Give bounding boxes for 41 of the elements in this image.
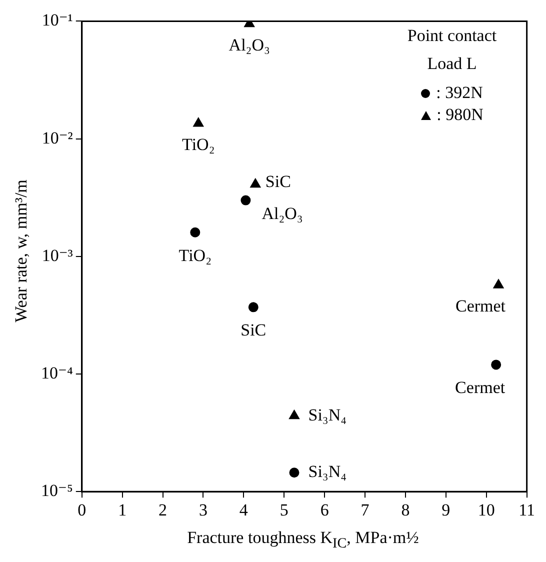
point xyxy=(190,227,200,238)
y-tick-label: 10⁻⁵ xyxy=(40,481,73,500)
x-tick-label: 11 xyxy=(518,500,536,520)
annotation: Si₃N₄ xyxy=(308,405,347,424)
annotation: Cermet xyxy=(455,296,506,316)
x-axis-title: Fracture toughness K$_{IC}$, MPa·m½ xyxy=(186,528,420,552)
y-tick-label: 10⁻³ xyxy=(42,246,73,265)
x-tick-label: 7 xyxy=(360,500,370,520)
annotation: SiC xyxy=(240,320,266,340)
point xyxy=(289,468,300,478)
y-axis-title: Wear rate, w, mm³/m xyxy=(11,180,31,322)
annotation: Si₃N₄ xyxy=(308,462,347,482)
x-tick-label: 6 xyxy=(320,500,329,520)
y-tick-label: 10⁻⁴ xyxy=(40,363,73,382)
legend-label: : 980N xyxy=(436,104,484,126)
point xyxy=(240,195,251,206)
x-tick-label: 2 xyxy=(158,500,168,520)
x-tick-label: 9 xyxy=(442,500,450,520)
legend-title: Point contact Load L xyxy=(406,25,498,75)
x-tick-label: 1 xyxy=(118,500,127,520)
x-tick-label: 10 xyxy=(478,500,495,520)
x-tick-label: 5 xyxy=(280,500,288,520)
point xyxy=(193,117,204,127)
annotation: Al₂O₃ xyxy=(228,35,270,54)
point xyxy=(288,410,300,420)
annotation: Cermet xyxy=(455,378,506,398)
x-tick-label: 4 xyxy=(239,500,248,520)
annotation: TiO₂ xyxy=(182,134,215,154)
y-tick-label: 10⁻¹ xyxy=(42,10,73,30)
y-tick-label: 10⁻² xyxy=(42,128,73,148)
x-tick-label: 3 xyxy=(198,500,208,520)
point xyxy=(491,360,502,370)
legend-label: : 392N xyxy=(436,82,483,104)
x-tick-label: 0 xyxy=(78,500,86,520)
x-tick-label: 8 xyxy=(401,500,410,520)
point xyxy=(248,302,258,312)
annotation: SiC xyxy=(265,172,291,191)
point xyxy=(493,279,504,288)
point xyxy=(250,178,261,188)
annotation: Al₂O₃ xyxy=(262,204,303,223)
annotation: TiO₂ xyxy=(178,246,212,265)
